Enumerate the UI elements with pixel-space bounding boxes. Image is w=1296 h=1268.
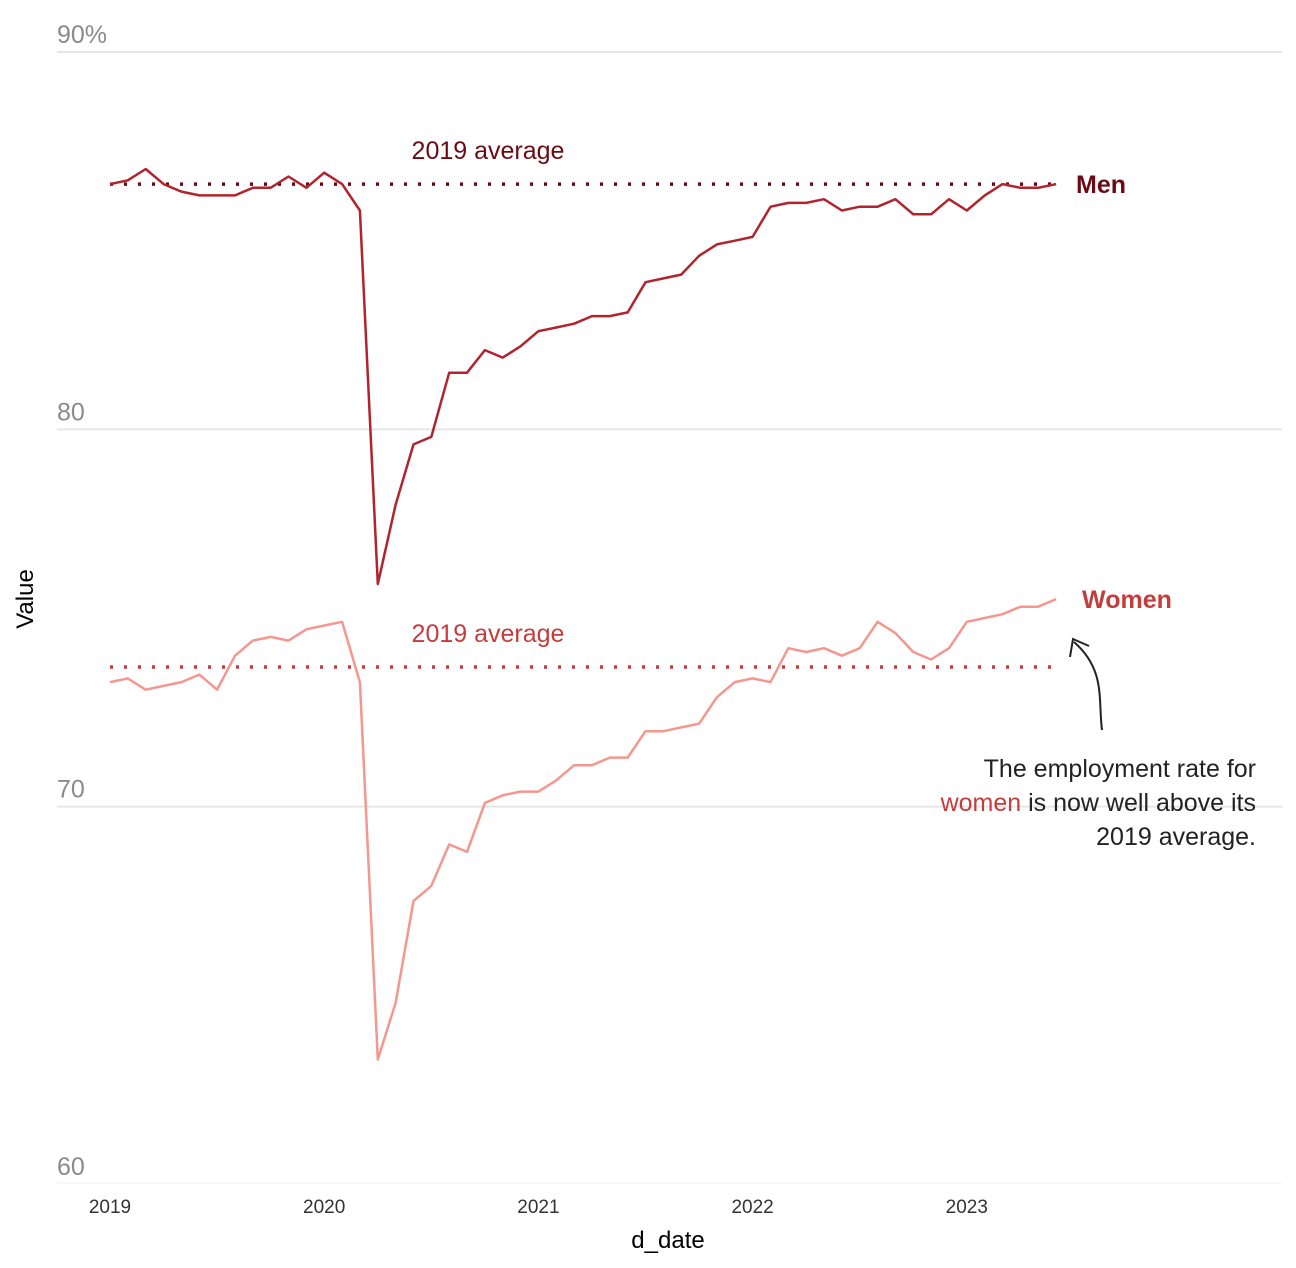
x-axis-ticks: 2019 2020 2021 2022 2023 (89, 1197, 988, 1218)
x-tick-label-2021: 2021 (517, 1197, 559, 1218)
women-series-label: Women (1082, 586, 1172, 614)
annotation-arrow (1074, 642, 1102, 730)
x-axis-title: d_date (631, 1227, 704, 1254)
y-tick-label-90: 90% (57, 21, 107, 49)
annotation-line-3: 2019 average. (836, 820, 1256, 854)
men-average-label: 2019 average (412, 137, 565, 165)
series-layer: 2019 average Men 2019 average Women (110, 137, 1172, 1059)
men-series-line (110, 169, 1056, 584)
gridlines (57, 52, 1282, 1183)
annotation-line-2: women is now well above its (836, 786, 1256, 820)
women-average-label: 2019 average (412, 620, 565, 648)
x-tick-label-2022: 2022 (731, 1197, 773, 1218)
x-tick-label-2020: 2020 (303, 1197, 345, 1218)
x-tick-label-2023: 2023 (946, 1197, 988, 1218)
y-tick-label-70: 70 (57, 776, 85, 804)
men-series-label: Men (1076, 171, 1126, 199)
y-tick-label-80: 80 (57, 398, 85, 426)
y-axis-ticks: 60 70 80 90% (57, 21, 107, 1181)
y-tick-label-60: 60 (57, 1153, 85, 1181)
x-tick-label-2019: 2019 (89, 1197, 131, 1218)
annotation-line-2-rest: is now well above its (1021, 789, 1256, 817)
y-axis-title: Value (12, 569, 39, 629)
annotation-line-1: The employment rate for (836, 752, 1256, 786)
annotation-highlight: women (941, 789, 1022, 817)
annotation-text: The employment rate for women is now wel… (836, 752, 1256, 854)
